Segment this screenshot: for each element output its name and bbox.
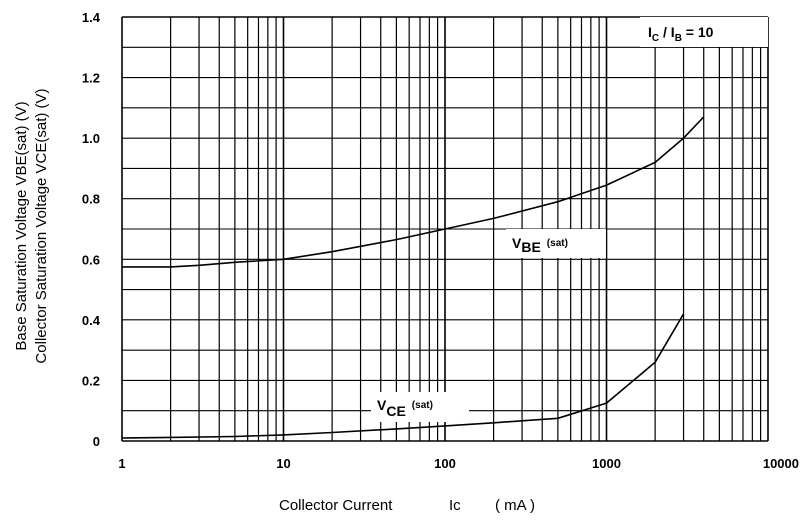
series-label-vce: VCE (sat) xyxy=(371,392,469,422)
vce-label-suffix: (sat) xyxy=(412,400,433,411)
condition-b-sub: B xyxy=(675,33,682,44)
vce-sat-curve xyxy=(121,313,685,439)
xlabel-unit: ( mA ) xyxy=(495,497,535,514)
x-tick-label: 1000 xyxy=(592,456,621,471)
x-tick-label: 100 xyxy=(434,456,456,471)
y-tick-label: 0 xyxy=(93,434,100,449)
grid xyxy=(121,16,769,442)
vce-label-v: V xyxy=(377,397,387,413)
xlabel-main: Collector Current xyxy=(279,497,393,514)
y-tick-label: 1.4 xyxy=(82,10,101,25)
condition-box xyxy=(640,17,768,47)
vbe-label-suffix: (sat) xyxy=(547,238,568,249)
vce-label-box xyxy=(371,392,469,422)
vbe-sat-curve xyxy=(122,116,705,268)
condition-c-sub: C xyxy=(652,33,659,44)
condition-slash-i2: / I xyxy=(659,24,675,40)
y-tick-label: 1.2 xyxy=(82,71,100,86)
x-tick-label: 10000 xyxy=(763,456,799,471)
condition-text: IC / IB = 10 xyxy=(648,24,714,44)
vbe-label-v: V xyxy=(512,235,522,251)
ylabel-line2: Collector Saturation Voltage VCE(sat) (V… xyxy=(33,88,50,363)
condition-annotation: IC / IB = 10 xyxy=(640,17,768,47)
vbe-label-text: VBE (sat) xyxy=(512,235,568,255)
condition-ratio: = 10 xyxy=(682,24,714,40)
y-tick-label: 0.2 xyxy=(82,373,100,388)
tick-labels: 1 10 100 1000 10000 0 0.2 0.4 0.6 0.8 1.0 1.2 1.4 xyxy=(82,10,799,471)
ylabel-line1: Base Saturation Voltage VBE(sat) (V) xyxy=(13,101,30,350)
y-tick-label: 0.6 xyxy=(82,252,100,267)
vbe-label-box xyxy=(506,229,606,258)
vce-label-text: VCE (sat) xyxy=(377,397,433,419)
vce-label-sub: CE xyxy=(386,403,405,419)
y-tick-label: 0.4 xyxy=(82,313,101,328)
y-tick-label: 0.8 xyxy=(82,192,100,207)
condition-i1: I xyxy=(648,24,652,40)
series-label-vbe: VBE (sat) xyxy=(506,229,606,258)
x-tick-label: 1 xyxy=(118,456,125,471)
vbe-label-sub: BE xyxy=(521,239,540,255)
xlabel-symbol: Ic xyxy=(449,497,461,514)
y-tick-label: 1.0 xyxy=(82,131,100,146)
x-tick-label: 10 xyxy=(276,456,290,471)
series-layer xyxy=(121,116,705,439)
